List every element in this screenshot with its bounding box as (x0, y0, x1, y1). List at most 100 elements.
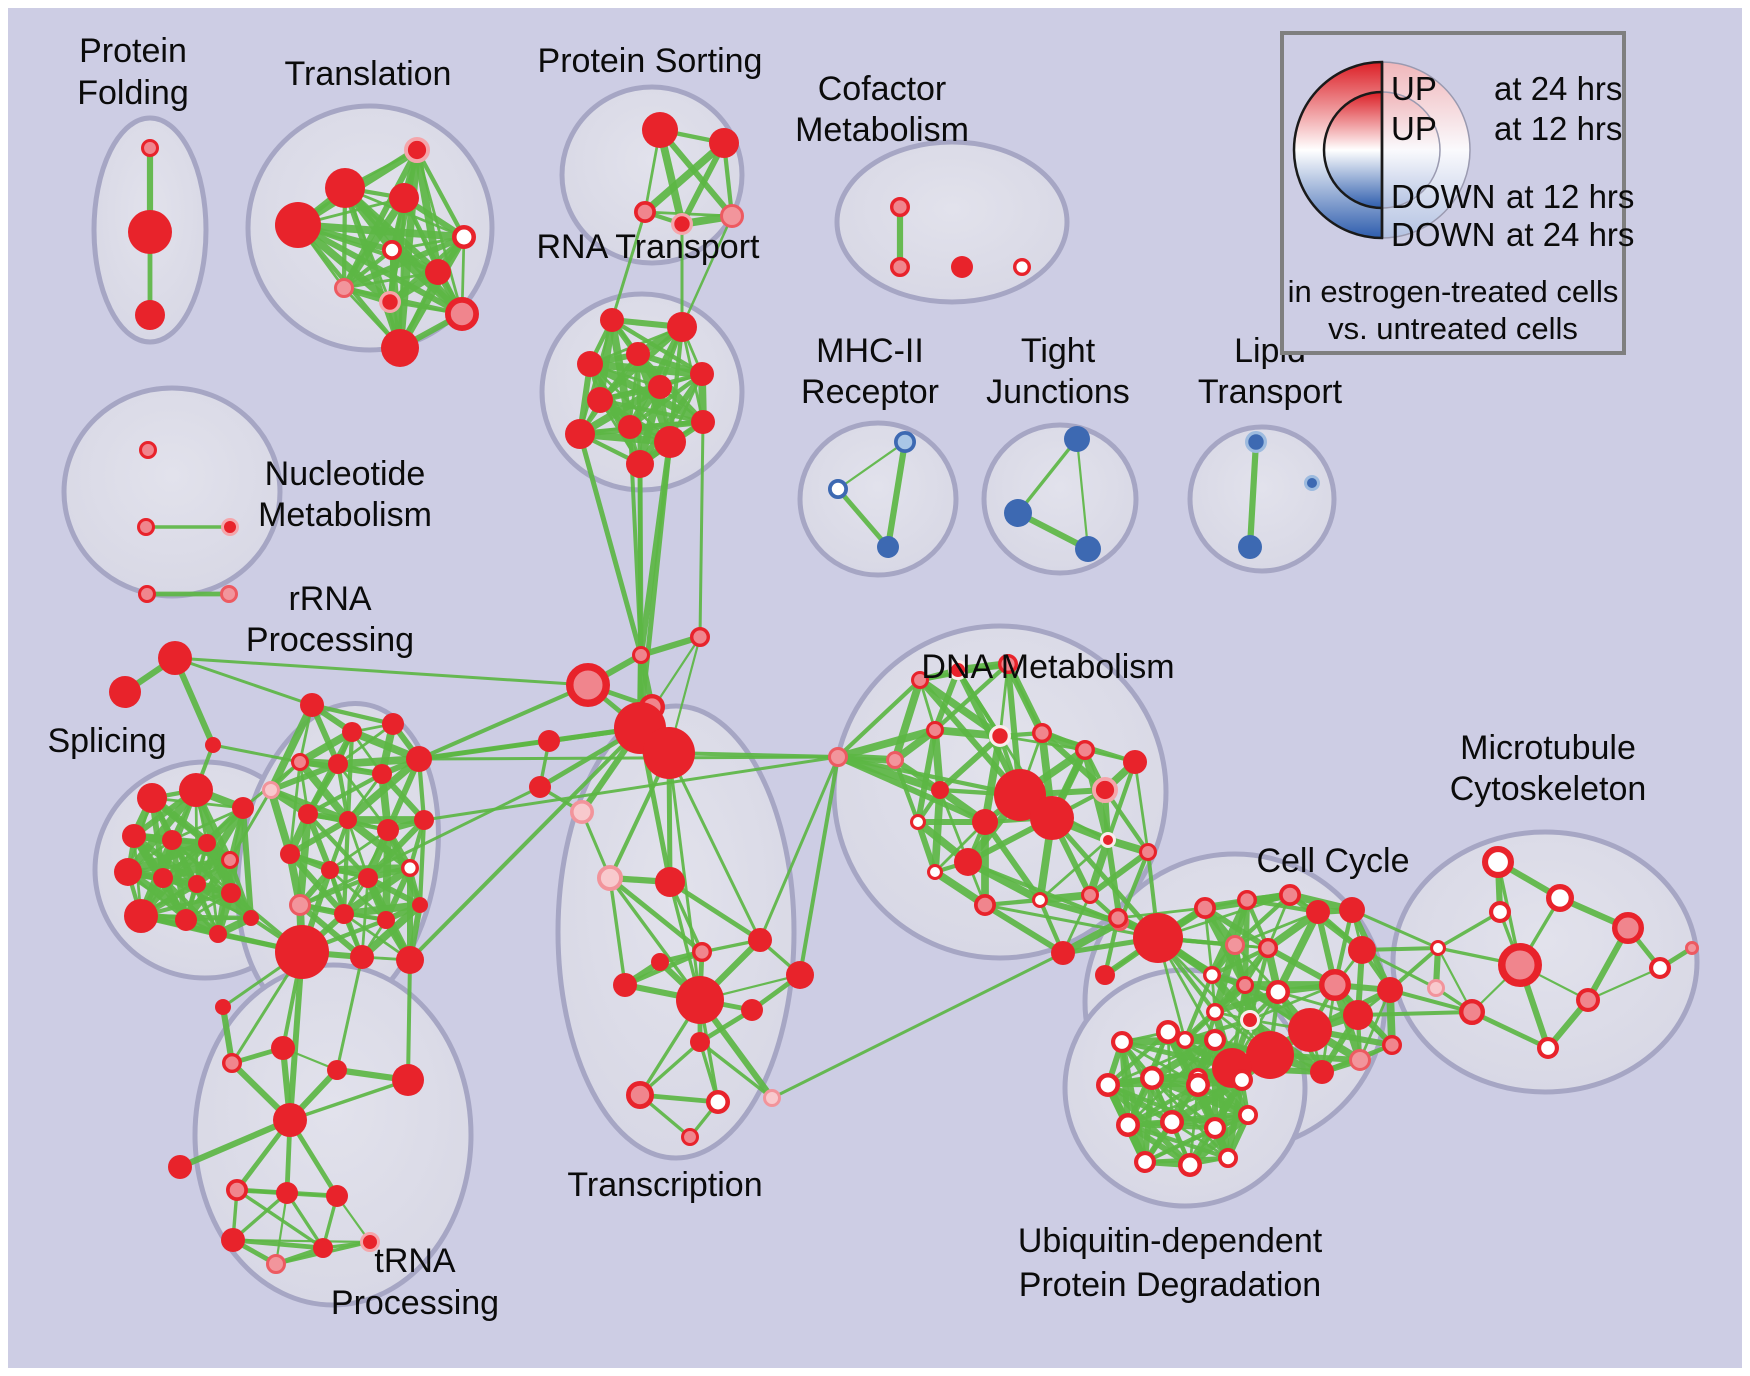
edge-link-rr-tn (335, 955, 364, 1072)
node-sp-10 (221, 883, 241, 903)
node-tr-10 (381, 329, 419, 367)
node-dn-1 (911, 671, 930, 690)
node-cc-5 (1278, 883, 1301, 906)
node-cc-17 (1343, 1000, 1373, 1030)
edge-dn (1133, 760, 1150, 854)
node-rr-20 (275, 925, 329, 979)
edge-dn (1105, 759, 1138, 843)
node-rt-6 (690, 362, 714, 386)
node-cc-3 (1193, 896, 1216, 919)
node-rr-7 (406, 746, 432, 772)
node-sp-8 (153, 868, 173, 888)
node-rr-6 (372, 764, 392, 784)
edge-cc (1116, 906, 1207, 920)
node-tn-8 (276, 1182, 298, 1204)
node-cc-7 (1339, 897, 1365, 923)
node-tx-10 (706, 1090, 731, 1115)
cluster-label-nm: Nucleotide (265, 455, 426, 493)
edge-link-ps-rt (610, 210, 647, 322)
node-tx-13 (786, 961, 814, 989)
cluster-label-tr: Translation (285, 55, 452, 93)
node-mt-6 (1458, 999, 1485, 1026)
edge-mhc (836, 440, 907, 491)
node-dn-0 (828, 747, 848, 767)
edge-rr (297, 902, 365, 960)
edge-rr (267, 701, 316, 794)
node-tx-8 (690, 1032, 710, 1052)
node-ub-7 (1116, 1113, 1141, 1138)
node-sp-9 (188, 875, 206, 893)
node-cc-18 (1377, 977, 1403, 1003)
node-rr-2 (382, 713, 404, 735)
node-nm-0 (138, 440, 157, 459)
node-cc-26 (1381, 1034, 1402, 1055)
node-mt-11 (1536, 1036, 1559, 1059)
node-ps-1 (709, 128, 739, 158)
edge-mhc (835, 486, 891, 550)
legend-entry-7: at 24 hrs (1506, 216, 1634, 253)
edge-rt (627, 371, 705, 430)
edge-rr (334, 755, 423, 768)
node-rr-16 (289, 894, 311, 916)
node-dn-15 (1100, 832, 1116, 848)
node-tj-1 (1004, 499, 1032, 527)
node-cc-12 (1202, 966, 1221, 985)
node-cf-2 (951, 256, 973, 278)
node-ub-8 (1160, 1110, 1185, 1135)
node-cc-14 (1266, 980, 1291, 1005)
node-rr-18 (377, 911, 395, 929)
node-spo-2 (205, 737, 221, 753)
edge-cc (1209, 945, 1271, 978)
node-sp-1 (179, 773, 213, 807)
node-sp-3 (122, 824, 146, 848)
node-nm-3 (137, 585, 156, 604)
node-hub-7 (529, 776, 551, 798)
edge-link-ps-rt (680, 214, 734, 329)
edge-tx (608, 876, 627, 987)
cluster-label-sp: Splicing (47, 722, 166, 760)
edge-link-spo-rr (173, 656, 314, 707)
edge-tn (274, 1191, 289, 1266)
edge-sp (159, 856, 234, 882)
node-tx-1 (655, 867, 685, 897)
node-rr-17 (334, 904, 354, 924)
node-rr-0 (300, 693, 324, 717)
node-dn-18 (973, 893, 996, 916)
node-tn-13 (360, 1232, 380, 1252)
edge-ub (1125, 1082, 1201, 1128)
node-sp-0 (137, 783, 167, 813)
edge-ub (1143, 1113, 1250, 1164)
cluster-label-tx: Transcription (567, 1166, 762, 1204)
edge-tn (231, 1238, 372, 1244)
node-tr-6 (425, 259, 451, 285)
node-cc-4 (1236, 890, 1257, 911)
node-tx-6 (676, 976, 724, 1024)
legend-entry-2: UP (1391, 110, 1437, 147)
node-sp-13 (209, 925, 227, 943)
node-tx-11 (763, 1089, 781, 1107)
edge-link-spo-rr (211, 743, 302, 764)
edge-rr (345, 729, 355, 823)
node-tj-2 (1075, 536, 1101, 562)
node-dn-10 (931, 781, 949, 799)
node-tn-0 (273, 1103, 307, 1137)
edge-rr (296, 728, 356, 766)
edge-ps (657, 127, 735, 219)
node-tn-1 (168, 1155, 192, 1179)
edge-link-hub-rr (298, 785, 542, 907)
edge-link-hub-rr (408, 726, 642, 962)
edge-dn (834, 753, 944, 794)
edge-tr (342, 270, 440, 290)
node-ub-6 (1230, 1068, 1253, 1091)
cluster-label-cf-2: Metabolism (795, 111, 969, 149)
node-ub-9 (1203, 1116, 1226, 1139)
node-tj-0 (1064, 426, 1090, 452)
node-rt-4 (587, 387, 613, 413)
node-ub-11 (1133, 1150, 1156, 1173)
cluster-label-tj: Tight (1021, 332, 1096, 370)
edge-tx (607, 875, 705, 955)
node-mt-5 (1427, 979, 1445, 997)
legend-entry-4: DOWN (1391, 178, 1495, 215)
edge-rr (309, 702, 396, 727)
node-dn-5 (926, 721, 945, 740)
